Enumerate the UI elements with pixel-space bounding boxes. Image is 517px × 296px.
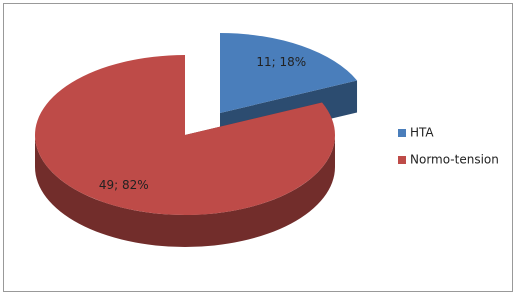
data-label: 49; 82%: [99, 178, 149, 192]
slice: [35, 55, 335, 215]
data-label: 11; 18%: [256, 55, 306, 69]
legend-swatch: [398, 156, 406, 164]
legend-label: HTA: [410, 126, 434, 140]
slice: [220, 33, 358, 113]
legend-swatch: [398, 129, 406, 137]
legend-label: Normo-tension: [410, 153, 499, 167]
slice-wall: [35, 135, 335, 247]
